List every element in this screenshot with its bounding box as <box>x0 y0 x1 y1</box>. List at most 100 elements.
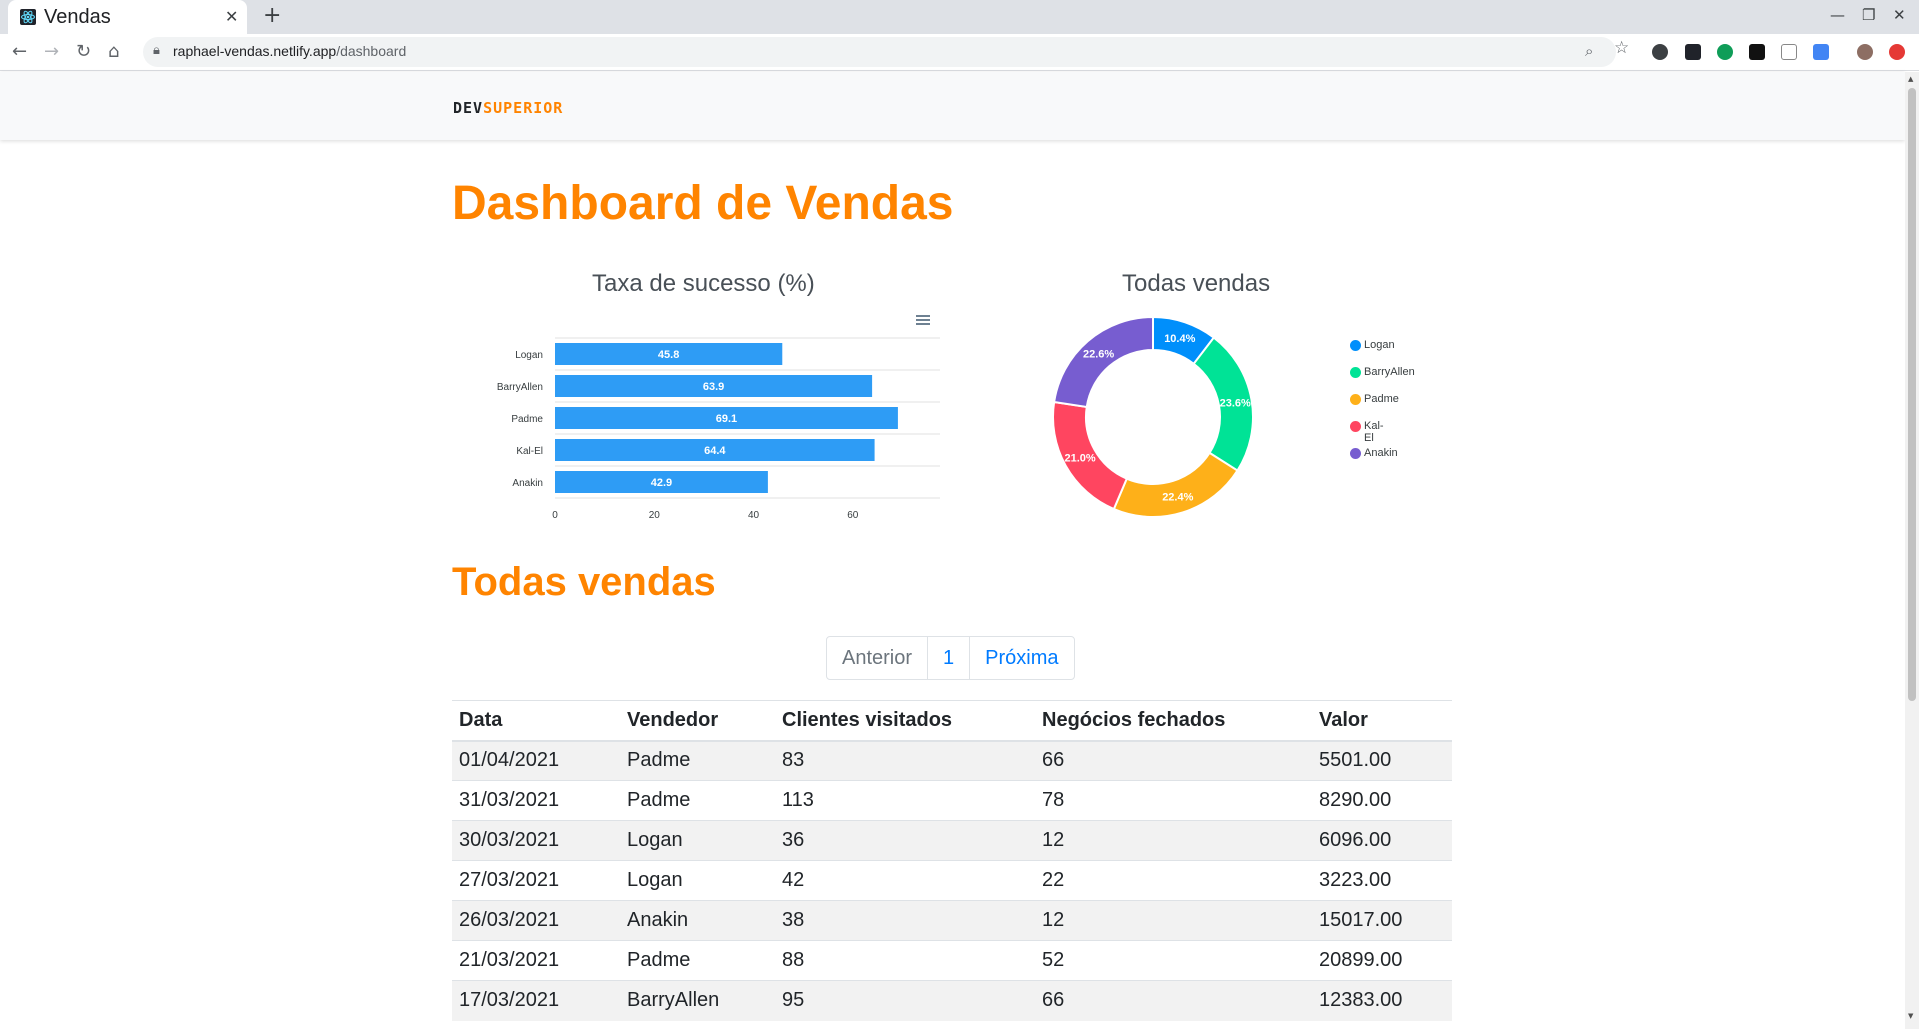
table-cell: 6096.00 <box>1312 820 1452 861</box>
chart-menu-icon[interactable] <box>916 315 930 325</box>
column-header: Data <box>452 700 620 742</box>
table-row: 27/03/2021 Logan 42 22 3223.00 <box>452 860 1452 901</box>
table-cell: 12 <box>1035 900 1312 941</box>
forward-icon[interactable]: → <box>44 41 60 62</box>
legend-marker <box>1350 448 1361 459</box>
bar-chart-title: Taxa de sucesso (%) <box>592 270 815 297</box>
tab-title: Vendas <box>44 6 111 28</box>
tab-close-icon[interactable]: ✕ <box>225 7 239 26</box>
donut-slice <box>1112 451 1239 518</box>
restore-icon[interactable]: ❐ <box>1862 6 1876 24</box>
lock-icon[interactable]: 🔒︎ <box>153 43 160 58</box>
devsuperior-logo[interactable]: DEVSUPERIOR <box>453 99 564 117</box>
previous-page-button[interactable]: Anterior <box>826 636 929 680</box>
table-cell: 83 <box>775 740 1035 781</box>
react-favicon-icon <box>20 9 36 25</box>
bar <box>555 439 875 461</box>
sales-table: Data Vendedor Clientes visitados Negócios f… <box>452 700 1452 1021</box>
bar-category-label: BarryAllen <box>497 382 543 393</box>
site-navbar: DEVSUPERIOR <box>0 72 1905 140</box>
bar <box>555 375 873 397</box>
avatar[interactable] <box>1857 44 1873 60</box>
table-cell: 42 <box>775 860 1035 901</box>
json-extension-icon[interactable] <box>1781 44 1797 60</box>
notion-icon[interactable] <box>1749 44 1765 60</box>
bar <box>555 471 768 493</box>
table-cell: Anakin <box>620 900 775 941</box>
table-cell: 8290.00 <box>1312 780 1452 821</box>
table-cell: 30/03/2021 <box>452 820 620 861</box>
table-cell: 21/03/2021 <box>452 940 620 981</box>
browser-toolbar: ← → ↻ ⌂ 🔒︎ raphael-vendas.netlify.app/da… <box>0 34 1919 71</box>
page-title: Dashboard de Vendas <box>452 177 954 230</box>
table-cell: 22 <box>1035 860 1312 901</box>
bar <box>555 343 783 365</box>
back-icon[interactable]: ← <box>12 41 28 62</box>
donut-data-label: 10.4% <box>1164 333 1195 345</box>
table-cell: 5501.00 <box>1312 740 1452 781</box>
column-header: Negócios fechados <box>1035 700 1312 742</box>
bar-data-label: 42.9 <box>651 477 672 489</box>
new-tab-icon[interactable]: + <box>263 3 282 28</box>
scroll-down-icon[interactable]: ▼ <box>1908 1012 1914 1020</box>
browser-tab[interactable]: Vendas ✕ <box>8 0 247 34</box>
x-tick-label: 20 <box>649 510 661 520</box>
minimize-icon[interactable]: — <box>1830 6 1845 24</box>
donut-data-label: 22.4% <box>1162 492 1193 504</box>
table-cell: Padme <box>620 780 775 821</box>
table-cell: 88 <box>775 940 1035 981</box>
table-row: 01/04/2021 Padme 83 66 5501.00 <box>452 740 1452 781</box>
address-bar[interactable]: 🔒︎ raphael-vendas.netlify.app/dashboard … <box>143 37 1616 67</box>
bar-category-label: Kal-El <box>516 446 543 457</box>
table-cell: 26/03/2021 <box>452 900 620 941</box>
extension-icon[interactable] <box>1652 44 1668 60</box>
table-cell: 20899.00 <box>1312 940 1452 981</box>
table-cell: 17/03/2021 <box>452 980 620 1021</box>
legend-label: Padme <box>1364 393 1399 405</box>
url-text[interactable]: raphael-vendas.netlify.app/dashboard <box>173 43 407 59</box>
home-icon[interactable]: ⌂ <box>108 41 120 62</box>
table-cell: 27/03/2021 <box>452 860 620 901</box>
extension-icon[interactable] <box>1889 44 1905 60</box>
table-cell: Padme <box>620 740 775 781</box>
legend-marker <box>1350 340 1361 351</box>
translate-icon[interactable] <box>1813 44 1829 60</box>
pagination: Anterior 1 Próxima <box>826 636 1075 680</box>
table-cell: 36 <box>775 820 1035 861</box>
sales-donut-chart: 10.4% 23.6% 22.4% 21.0% 22.6% <box>1052 315 1254 518</box>
table-cell: 3223.00 <box>1312 860 1452 901</box>
table-cell: Logan <box>620 860 775 901</box>
legend-label: BarryAllen <box>1364 366 1415 378</box>
legend-marker <box>1350 367 1361 378</box>
bar-data-label: 45.8 <box>658 349 679 361</box>
table-cell: 01/04/2021 <box>452 740 620 781</box>
section-title: Todas vendas <box>452 560 716 604</box>
legend-label: Kal-El <box>1364 420 1384 444</box>
donut-data-label: 22.6% <box>1083 349 1114 361</box>
bar-data-label: 63.9 <box>703 381 724 393</box>
page-1-button[interactable]: 1 <box>927 636 971 680</box>
table-cell: Logan <box>620 820 775 861</box>
reload-icon[interactable]: ↻ <box>76 41 92 62</box>
success-rate-bar-chart: Logan 45.8 BarryAllen 63.9 Padme 69.1 Kal-El 64… <box>497 337 940 520</box>
table-cell: 95 <box>775 980 1035 1021</box>
legend-label: Anakin <box>1364 447 1398 459</box>
table-cell: 38 <box>775 900 1035 941</box>
table-row: 17/03/2021 BarryAllen 95 66 12383.00 <box>452 980 1452 1021</box>
extension-icon[interactable] <box>1717 44 1733 60</box>
table-cell: 113 <box>775 780 1035 821</box>
scroll-up-icon[interactable]: ▲ <box>1908 75 1914 83</box>
table-cell: 66 <box>1035 740 1312 781</box>
scrollbar[interactable]: ▲ ▼ <box>1905 72 1919 1029</box>
window-close-icon[interactable]: ✕ <box>1893 6 1906 24</box>
react-devtools-icon[interactable] <box>1685 44 1701 60</box>
bookmark-star-icon[interactable]: ☆ <box>1614 38 1630 58</box>
table-cell: 52 <box>1035 940 1312 981</box>
browser-tab-bar: Vendas ✕ + — ❐ ✕ <box>0 0 1919 34</box>
scroll-thumb[interactable] <box>1908 88 1916 701</box>
donut-slice <box>1052 315 1154 409</box>
next-page-button[interactable]: Próxima <box>969 636 1075 680</box>
x-tick-label: 40 <box>748 510 760 520</box>
zoom-icon[interactable]: ⌕ <box>1585 42 1594 60</box>
table-cell: Padme <box>620 940 775 981</box>
